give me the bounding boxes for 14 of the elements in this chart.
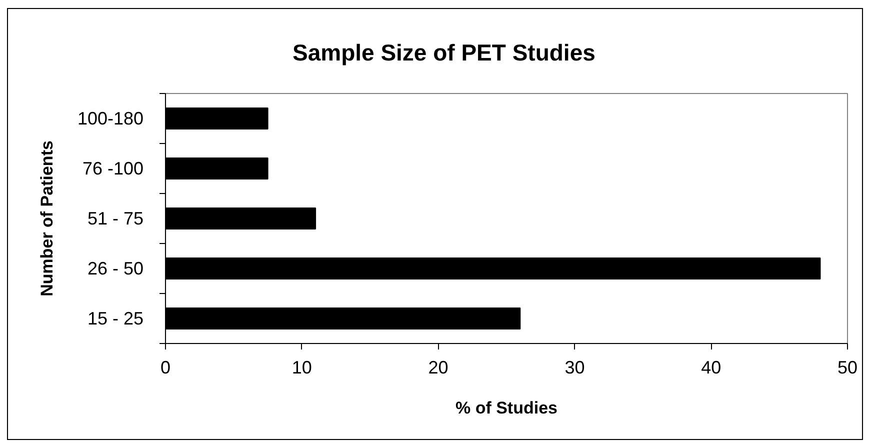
y-axis-title: Number of Patients <box>37 140 56 296</box>
y-tick-label: 100-180 <box>77 108 144 128</box>
y-tick-label: 15 - 25 <box>87 308 144 328</box>
x-axis-title: % of Studies <box>455 398 558 418</box>
x-tick-label: 10 <box>292 358 312 378</box>
y-tick-label: 26 - 50 <box>87 258 144 278</box>
x-tick-label: 50 <box>837 358 858 378</box>
chart-title: Sample Size of PET Studies <box>292 40 596 66</box>
y-tick-label: 76 -100 <box>82 158 144 178</box>
x-tick-label: 20 <box>428 358 448 378</box>
y-tick-label: 51 - 75 <box>87 208 144 228</box>
x-tick-label: 0 <box>160 358 171 378</box>
x-tick-label: 30 <box>564 358 585 378</box>
x-tick-label: 40 <box>701 358 722 378</box>
